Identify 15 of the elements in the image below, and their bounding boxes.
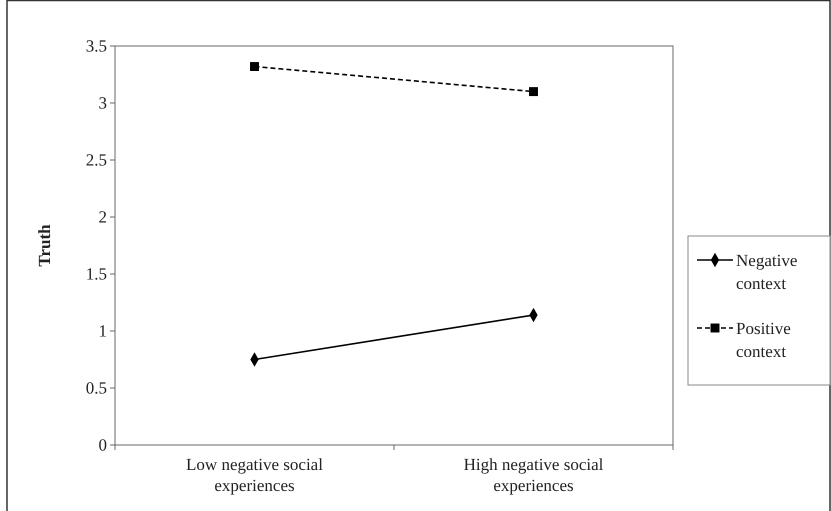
y-tick-label: 0.5 bbox=[86, 378, 107, 398]
y-tick-label: 1.5 bbox=[86, 264, 107, 284]
y-tick-label: 3 bbox=[98, 93, 107, 112]
y-tick-label: 0 bbox=[98, 435, 107, 454]
y-tick-label: 3.5 bbox=[86, 36, 107, 56]
y-tick-label: 1 bbox=[98, 321, 107, 340]
point bbox=[529, 87, 538, 96]
y-tick-label: 2 bbox=[98, 207, 107, 226]
point bbox=[250, 62, 259, 71]
legend-label: Positive context bbox=[736, 319, 791, 361]
x-tick-label: High negative social experiences bbox=[464, 455, 604, 495]
y-tick-label: 2.5 bbox=[86, 150, 107, 170]
x-tick-label: Low negative social experiences bbox=[186, 455, 324, 495]
y-axis-title: Truth bbox=[35, 224, 54, 267]
legend-label: Negative context bbox=[736, 251, 798, 293]
